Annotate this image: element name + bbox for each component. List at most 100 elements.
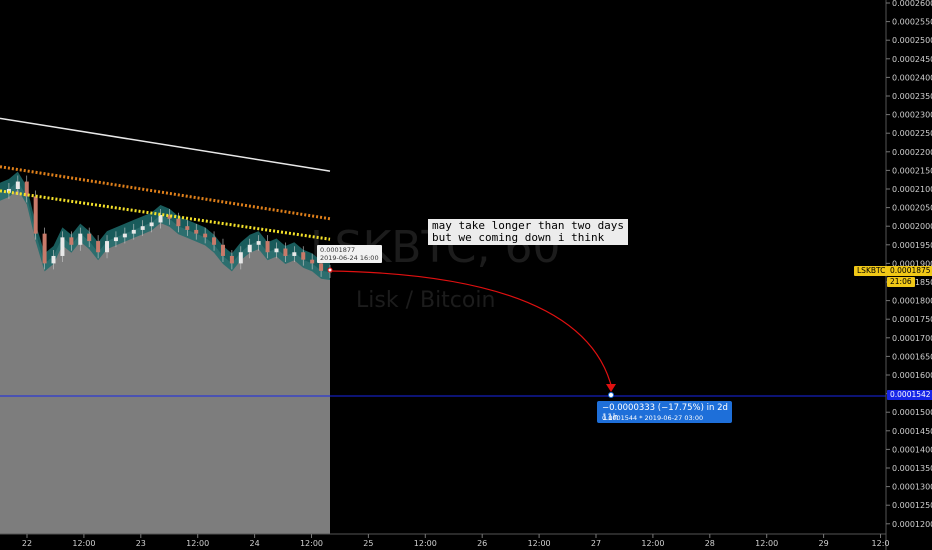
x-tick-label: 27 xyxy=(591,539,601,548)
candle-body xyxy=(256,241,261,245)
annotation-note[interactable]: may take longer than two days but we com… xyxy=(428,219,629,245)
symbol-tag: LSKBTC xyxy=(854,266,889,276)
candle-body xyxy=(301,252,306,260)
x-tick-label: 12:00 xyxy=(72,539,95,548)
candle-body xyxy=(60,237,65,256)
projection-start-point xyxy=(327,267,333,273)
candle-body xyxy=(78,233,83,245)
candle-body xyxy=(185,226,190,230)
countdown-tag: 21:06 xyxy=(887,277,915,287)
x-tick-label: 23 xyxy=(136,539,146,548)
candle-body xyxy=(122,233,127,238)
x-tick-label: 29 xyxy=(819,539,829,548)
candle-body xyxy=(238,252,243,264)
candle-body xyxy=(140,226,145,230)
watermark-name: Lisk / Bitcoin xyxy=(356,288,495,313)
candle-body xyxy=(247,244,252,253)
projection-change: −0.0000333 (−17.75%) in 2d 11h xyxy=(602,403,728,423)
y-tick-label: 0.0002600 xyxy=(892,0,932,8)
x-axis[interactable]: 22 12:00 23 12:00 24 12:00 25 12:00 26 12:00 27 12:… xyxy=(0,533,890,548)
x-tick-label: 28 xyxy=(705,539,715,548)
y-tick-label: 0.0002400 xyxy=(892,73,932,82)
candle-body xyxy=(24,181,29,197)
x-tick-label: 12:00 xyxy=(414,539,437,548)
y-tick-label: 0.0001700 xyxy=(892,334,932,343)
x-tick-label: 22 xyxy=(22,539,32,548)
y-tick-label: 0.0001250 xyxy=(892,501,932,510)
y-tick-label: 0.0002250 xyxy=(892,129,932,138)
candle-body xyxy=(229,255,234,264)
candle-body xyxy=(149,222,154,227)
candle-body xyxy=(319,263,324,271)
x-tick-label: 12:00 xyxy=(755,539,778,548)
x-tick-label: 25 xyxy=(363,539,373,548)
x-tick-label: 26 xyxy=(477,539,487,548)
y-tick-label: 0.0001450 xyxy=(892,427,932,436)
y-tick-label: 0.0002200 xyxy=(892,148,932,157)
y-tick-label: 0.0001900 xyxy=(892,259,932,268)
price-area xyxy=(0,171,330,534)
y-tick-label: 0.0002500 xyxy=(892,36,932,45)
candle-body xyxy=(203,233,208,238)
candle-body xyxy=(87,233,92,242)
candle-body xyxy=(310,259,315,264)
price-area-fill xyxy=(0,181,330,534)
x-tick-label: 12:00 xyxy=(186,539,209,548)
y-tick-label: 0.0001800 xyxy=(892,297,932,306)
x-tick-label: 12:00 xyxy=(528,539,551,548)
candle-body xyxy=(131,229,136,234)
x-tick-label: 12:00 xyxy=(300,539,323,548)
y-tick-label: 0.0002300 xyxy=(892,111,932,120)
projection-label: −0.0000333 (−17.75%) in 2d 11h 0.0001544… xyxy=(597,401,732,423)
candle-body xyxy=(220,244,225,256)
candle-body xyxy=(292,252,297,256)
candle-body xyxy=(274,248,279,253)
y-tick-label: 0.0001400 xyxy=(892,445,932,454)
candle-body xyxy=(42,233,47,264)
candle-body xyxy=(176,218,181,227)
x-tick-label: 24 xyxy=(250,539,260,548)
y-tick-label: 0.0002350 xyxy=(892,92,932,101)
moving-average-line xyxy=(0,189,331,241)
candle-body xyxy=(113,237,118,242)
point-label-time: 2019-06-24 16:00 xyxy=(320,254,379,262)
y-tick-label: 0.0001650 xyxy=(892,352,932,361)
y-tick-label: 0.0001350 xyxy=(892,464,932,473)
y-tick-label: 0.0001200 xyxy=(892,520,932,529)
candle-body xyxy=(158,215,163,223)
candle-body xyxy=(105,241,110,253)
y-tick-label: 0.0001300 xyxy=(892,483,932,492)
point-label-value: 0.0001877 xyxy=(320,246,356,254)
y-tick-label: 0.0001950 xyxy=(892,241,932,250)
y-tick-label: 0.0002450 xyxy=(892,55,932,64)
current-price-tag: 0.0001875 xyxy=(887,266,932,276)
level-price-tag: 0.0001542 xyxy=(887,390,932,400)
candle-body xyxy=(194,229,199,234)
projection-detail: 0.0001544 * 2019-06-27 03:00 xyxy=(602,414,704,422)
candle-body xyxy=(283,248,288,256)
y-tick-label: 0.0001500 xyxy=(892,408,932,417)
y-tick-label: 0.0002100 xyxy=(892,185,932,194)
y-tick-label: 0.0001600 xyxy=(892,371,932,380)
arrowhead-icon xyxy=(606,384,616,392)
candle-body xyxy=(265,241,270,253)
candle-body xyxy=(212,237,217,245)
projection-end-point xyxy=(608,392,614,398)
x-tick-label: 12:0 xyxy=(872,539,890,548)
y-tick-label: 0.0002150 xyxy=(892,166,932,175)
moving-average-lines xyxy=(0,117,331,241)
candle-body xyxy=(69,237,74,245)
candle-body xyxy=(51,255,56,264)
bollinger-band xyxy=(0,171,330,280)
y-tick-label: 0.0002550 xyxy=(892,18,932,27)
moving-average-line xyxy=(0,117,331,172)
x-tick-label: 12:00 xyxy=(641,539,664,548)
candle-body xyxy=(96,241,101,253)
y-tick-label: 0.0001750 xyxy=(892,315,932,324)
candle-body xyxy=(15,181,20,189)
y-tick-label: 0.0002050 xyxy=(892,204,932,213)
candle-body xyxy=(167,215,172,219)
projection-arrow xyxy=(329,270,612,386)
point-label: 0.0001877 2019-06-24 16:00 xyxy=(317,245,382,263)
